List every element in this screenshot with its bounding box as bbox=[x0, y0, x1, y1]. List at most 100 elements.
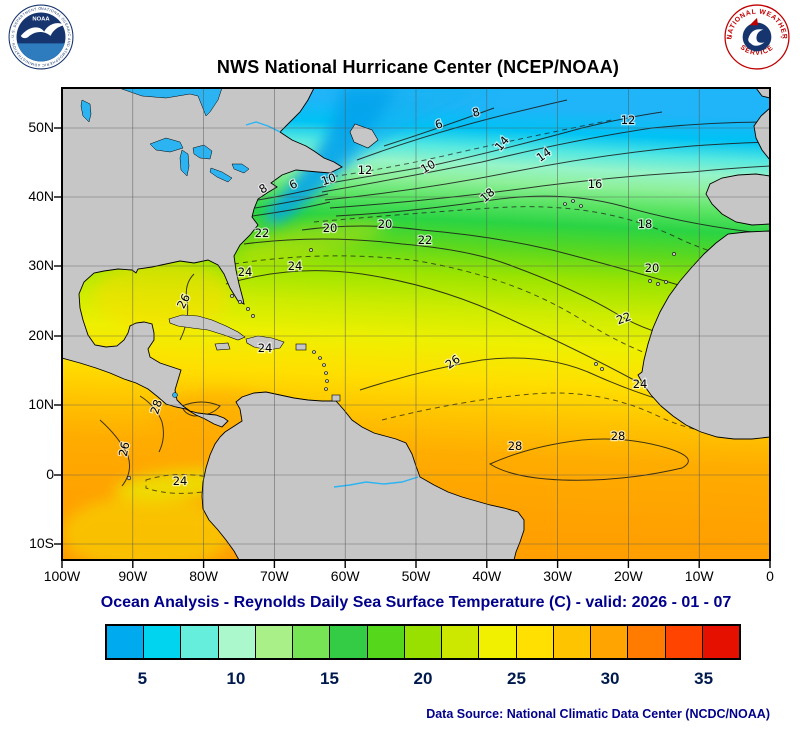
colorbar-tick-label: 15 bbox=[320, 669, 339, 688]
contour-label: 10 bbox=[319, 170, 338, 188]
lake-erie bbox=[209, 167, 233, 183]
x-axis-label: 50W bbox=[401, 568, 431, 584]
colorbar-cell bbox=[404, 626, 443, 658]
y-axis-label: 40N bbox=[28, 188, 54, 204]
st-lawrence-river bbox=[245, 121, 281, 133]
axis-ticks bbox=[54, 127, 771, 568]
x-axis-label: 80W bbox=[189, 568, 218, 584]
x-axis-label: 90W bbox=[118, 568, 148, 584]
colorbar-cell bbox=[553, 626, 592, 658]
map-caption: Ocean Analysis - Reynolds Daily Sea Surf… bbox=[100, 594, 732, 611]
nws-star-right: * bbox=[780, 36, 782, 42]
colorbar-cell bbox=[591, 626, 629, 658]
lake-huron bbox=[192, 144, 213, 160]
small-islands bbox=[126, 199, 676, 481]
nws-swirl-icon bbox=[748, 29, 765, 46]
inland-water bbox=[80, 88, 419, 488]
noaa-wordmark: NOAA bbox=[32, 17, 50, 23]
land-iberia bbox=[705, 173, 770, 226]
colorbar-cell bbox=[442, 626, 480, 658]
contour-label: 12 bbox=[621, 113, 636, 127]
noaa-logo-graphic: NATIONAL OCEANIC AND ATMOSPHERIC ADMINIS… bbox=[6, 1, 74, 70]
land-trinidad bbox=[331, 394, 341, 402]
colorbar-cell bbox=[144, 626, 182, 658]
x-axis-label: 10W bbox=[684, 568, 714, 584]
lake-ontario bbox=[231, 163, 250, 174]
colorbar-tick-label: 35 bbox=[694, 669, 714, 688]
colorbar-cell bbox=[665, 626, 703, 658]
contour-label: 28 bbox=[147, 398, 165, 416]
data-source: Data Source: National Climatic Data Cent… bbox=[426, 707, 770, 721]
colorbar-cell bbox=[516, 626, 554, 658]
y-axis-label: 10S bbox=[29, 535, 54, 551]
contour-label: 20 bbox=[645, 261, 660, 275]
colorbar-cell bbox=[702, 626, 739, 658]
colorbar-cell bbox=[255, 626, 294, 658]
page-title: NWS National Hurricane Center (NCEP/NOAA… bbox=[216, 57, 620, 77]
x-axis-label: 40W bbox=[472, 568, 502, 584]
contour-label: 28 bbox=[611, 429, 626, 443]
lake-superior bbox=[149, 137, 184, 153]
land-france bbox=[753, 107, 770, 161]
y-axis-label: 10N bbox=[28, 396, 54, 412]
contour-label: 18 bbox=[638, 217, 653, 231]
x-axis-label: 100W bbox=[43, 568, 81, 584]
contour-label: 12 bbox=[358, 163, 373, 177]
land-england bbox=[755, 88, 770, 99]
contour-label: 24 bbox=[173, 474, 188, 488]
noaa-gull-icon bbox=[20, 23, 65, 39]
contour-label: 26 bbox=[116, 441, 133, 458]
colorbar-tick-label: 30 bbox=[600, 669, 620, 688]
colorbar-cell bbox=[181, 626, 219, 658]
colorbar-cell bbox=[293, 626, 331, 658]
nws-logo: NATIONAL WEATHER SERVICE * * bbox=[724, 4, 790, 70]
contour-label: 28 bbox=[508, 439, 523, 453]
colorbar-cell bbox=[107, 626, 145, 658]
contour-label: 16 bbox=[588, 177, 603, 191]
colorbar-cell bbox=[330, 626, 368, 658]
landmasses bbox=[62, 88, 770, 560]
lake-winnipeg bbox=[80, 99, 92, 123]
colorbar-tick-label: 25 bbox=[507, 669, 526, 688]
colorbar-cell bbox=[628, 626, 666, 658]
land-newfoundland bbox=[349, 123, 379, 149]
land-puerto-rico bbox=[295, 343, 307, 351]
contour-label: 22 bbox=[255, 226, 270, 240]
colorbar-tick-label: 20 bbox=[413, 669, 433, 688]
land-south-america bbox=[201, 391, 525, 560]
contour-label: 20 bbox=[323, 221, 338, 235]
contour-label: 24 bbox=[633, 377, 648, 391]
contour-label: 22 bbox=[614, 309, 633, 327]
x-axis-label: 20W bbox=[613, 568, 643, 584]
contour-label: 22 bbox=[418, 233, 433, 247]
colorbar bbox=[105, 624, 741, 660]
lake-nicaragua bbox=[172, 392, 178, 398]
y-axis-label: 50N bbox=[28, 119, 54, 135]
colorbar-cell bbox=[367, 626, 405, 658]
y-axis-label: 20N bbox=[28, 327, 54, 343]
amazon-river bbox=[333, 476, 419, 488]
x-axis-label: 0 bbox=[766, 568, 774, 584]
contour-label: 24 bbox=[288, 259, 303, 273]
colorbar-cell bbox=[218, 626, 256, 658]
colorbar-tick-label: 5 bbox=[137, 669, 148, 688]
nws-flag-icon bbox=[749, 17, 759, 26]
land-north-america bbox=[62, 88, 343, 428]
contour-label: 24 bbox=[238, 265, 253, 279]
lat-lon-grid bbox=[62, 88, 770, 560]
lake-michigan bbox=[179, 149, 190, 177]
x-axis-label: 30W bbox=[543, 568, 572, 584]
x-axis-label: 70W bbox=[259, 568, 289, 584]
land-cuba bbox=[168, 314, 246, 341]
map-frame bbox=[61, 87, 771, 561]
land-jamaica bbox=[214, 342, 231, 351]
colorbar-cell bbox=[479, 626, 517, 658]
contour-label: 20 bbox=[378, 217, 393, 231]
contour-label: 24 bbox=[258, 341, 273, 355]
hudson-bay bbox=[118, 88, 223, 117]
noaa-logo: NATIONAL OCEANIC AND ATMOSPHERIC ADMINIS… bbox=[6, 1, 74, 70]
land-africa bbox=[637, 230, 770, 440]
nws-disc bbox=[742, 22, 772, 52]
